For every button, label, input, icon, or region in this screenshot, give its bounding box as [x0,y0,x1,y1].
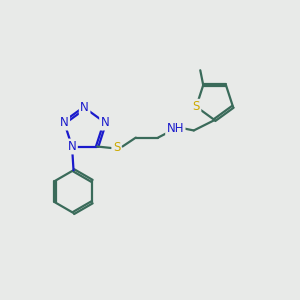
Text: S: S [193,100,200,113]
Text: N: N [80,101,89,114]
Text: S: S [113,142,120,154]
Text: N: N [60,116,69,129]
Text: NH: NH [167,122,184,135]
Text: N: N [68,140,76,153]
Text: N: N [100,116,109,129]
